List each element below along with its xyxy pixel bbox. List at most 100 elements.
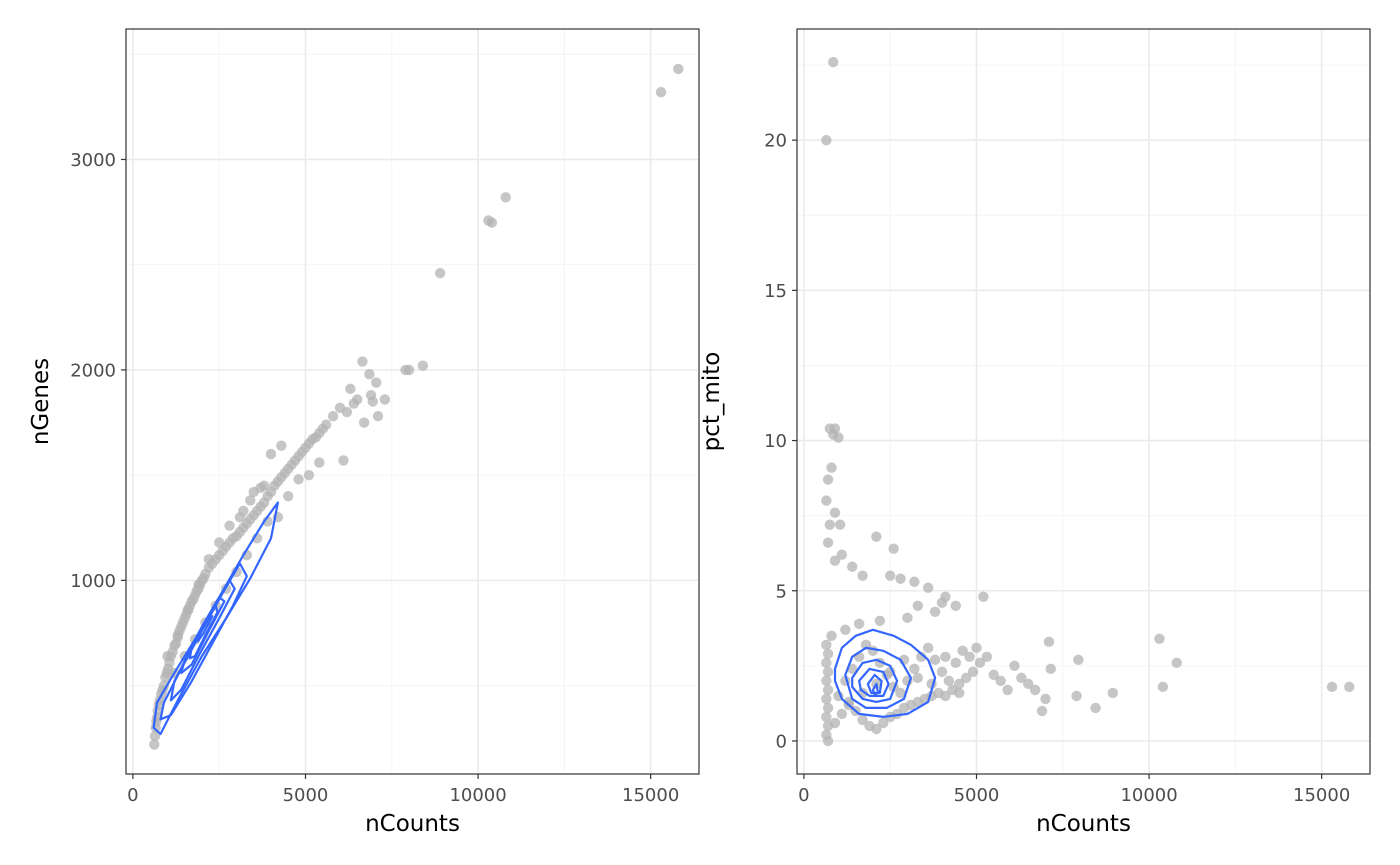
scatter-point (895, 687, 906, 699)
scatter-point (822, 702, 834, 714)
density-contour-line (833, 628, 937, 718)
scatter-point (867, 645, 879, 657)
y-tick-label: 15 (764, 281, 787, 302)
scatter-point (836, 549, 848, 560)
scatter-point (358, 417, 370, 428)
scatter-point (840, 624, 851, 636)
scatter-point (1344, 681, 1355, 693)
scatter-point (352, 394, 363, 405)
density-contours (833, 628, 937, 718)
panel-pctmito-vs-ncounts: 0 5000 10000 15000 0 5 10 15 20 nCounts pct_mito (699, 28, 1371, 837)
scatter-point (909, 663, 920, 675)
scatter-point (341, 406, 353, 418)
scatter-point (929, 654, 941, 666)
scatter-point (988, 669, 999, 681)
scatter-point (1023, 678, 1034, 690)
scatter-point (172, 629, 183, 641)
scatter-point (149, 730, 161, 742)
scatter-point (981, 651, 993, 663)
scatter-point (822, 537, 834, 548)
scatter-point (847, 561, 858, 572)
scatter-point (265, 448, 277, 460)
scatter-point (673, 63, 684, 75)
scatter-point (224, 520, 235, 531)
scatter-point (821, 495, 832, 506)
scatter-point (258, 480, 270, 491)
scatter-point (895, 573, 906, 584)
scatter-point (995, 675, 1006, 687)
scatter-point (500, 192, 511, 203)
scatter-point (1071, 690, 1082, 702)
scatter-point (829, 717, 841, 729)
scatter-point (364, 368, 375, 380)
scatter-point (1045, 663, 1056, 675)
scatter-point (888, 543, 899, 554)
scatter-point (345, 383, 356, 395)
scatter-point (1029, 684, 1041, 696)
y-tick-label: 1000 (70, 571, 116, 592)
scatter-point (902, 612, 913, 623)
y-tick-label: 10 (764, 431, 787, 452)
panel-border (125, 28, 700, 775)
scatter-point (327, 411, 339, 422)
scatter-point (203, 554, 215, 565)
scatter-point (367, 396, 379, 407)
scatter-point (1036, 705, 1048, 717)
scatter-point (826, 462, 837, 473)
scatter-point (238, 505, 249, 517)
scatter-point (1016, 672, 1027, 684)
scatter-point (193, 579, 204, 590)
scatter-point (434, 267, 446, 279)
scatter-point (916, 651, 927, 663)
plot-background (126, 29, 699, 774)
scatter-point (338, 455, 349, 466)
scatter-point (950, 600, 961, 611)
scatter-point (1043, 636, 1055, 648)
panel-border (796, 28, 1371, 775)
x-tick-label: 5000 (954, 785, 1000, 806)
density-contour-line (866, 673, 883, 694)
scatter-point (371, 377, 382, 388)
y-tick-label: 5 (776, 581, 787, 602)
scatter-point (822, 735, 834, 747)
scatter-point (853, 618, 865, 629)
scatter-point (871, 723, 882, 735)
density-contour-line (196, 615, 214, 643)
x-axis-title: nCounts (1036, 811, 1131, 837)
y-axis-title: pct_mito (699, 352, 725, 452)
scatter-point (1171, 657, 1182, 669)
scatter-point (1009, 660, 1020, 672)
scatter-point (357, 356, 368, 367)
scatter-point (417, 360, 429, 371)
scatter-point (655, 86, 667, 98)
scatter-point (828, 56, 839, 68)
scatter-point (871, 531, 882, 542)
x-tick-label: 10000 (449, 785, 506, 806)
scatter-point (1073, 654, 1084, 666)
scatter-point (321, 419, 332, 430)
scatter-point (929, 606, 941, 617)
scatter-point (822, 666, 834, 678)
scatter-point (821, 675, 832, 687)
scatter-point (149, 739, 160, 750)
scatter-point (245, 495, 256, 506)
scatter-point (912, 600, 924, 611)
scatter-point (1154, 633, 1165, 645)
scatter-point (974, 657, 986, 669)
scatter-point (964, 651, 975, 663)
x-tick-label: 15000 (1293, 785, 1350, 806)
density-contour-line (844, 646, 912, 709)
scatter-point (857, 570, 868, 581)
scatter-point (936, 597, 948, 608)
scatter-point (248, 486, 259, 498)
scatter-point (967, 666, 979, 678)
scatter-point (909, 576, 920, 587)
scatter-point (821, 693, 832, 705)
scatter-point (1090, 702, 1101, 714)
scatter-point (957, 645, 968, 657)
density-contour-line (851, 658, 899, 703)
scatter-point (954, 678, 965, 690)
scatter-point (826, 630, 837, 642)
scatter-point (829, 555, 841, 566)
x-tick-label: 10000 (1120, 785, 1177, 806)
